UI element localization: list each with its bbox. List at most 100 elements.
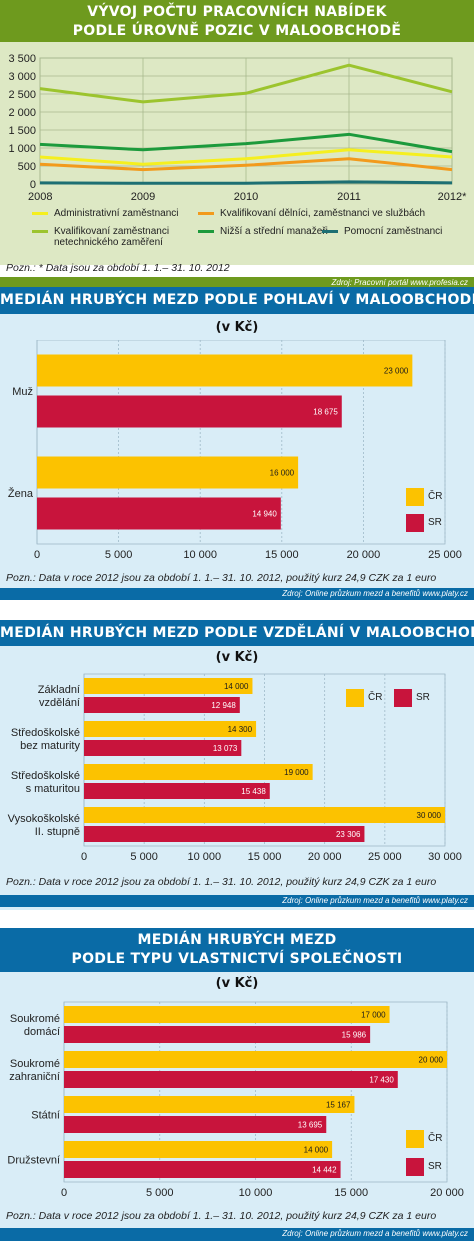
category-label: bez maturity	[20, 740, 80, 752]
job-offers-panel	[0, 0, 474, 265]
bar-value-label: 20 000	[419, 1056, 444, 1065]
bar-value-label: 23 306	[336, 830, 361, 839]
education-bar-chart: 0 5 000 10 000 15 000 20 000 25 000 30 000 14 0…	[8, 673, 462, 863]
bar-value-label: 18 675	[313, 408, 338, 417]
gender-source: Zdroj: Online průzkum mezd a benefitů ww…	[0, 588, 474, 600]
bar-sr	[37, 497, 281, 530]
ownership-note: Pozn.: Data v roce 2012 jsou za období 1…	[6, 1210, 437, 1222]
bar-cr	[37, 456, 299, 489]
bar-value-label: 15 986	[342, 1031, 367, 1040]
x-tick-label: 30 000	[428, 851, 462, 863]
job-offers-source: Zdroj: Pracovní portál www.profesia.cz	[0, 277, 474, 289]
y-tick-label: 1 500	[8, 125, 36, 137]
ownership-legend-sr-label: SR	[428, 1161, 442, 1172]
y-tick-label: 3 500	[8, 53, 36, 65]
x-tick-label: 25 000	[368, 851, 402, 863]
gender-legend-sr-swatch	[406, 514, 424, 532]
bar-value-label: 14 300	[228, 725, 253, 734]
category-label: vzdělání	[39, 697, 80, 709]
ownership-source: Zdroj: Online průzkum mezd a benefitů ww…	[0, 1228, 474, 1241]
education-title: MEDIÁN HRUBÝCH MEZD PODLE VZDĚLÁNÍ V MAL…	[0, 620, 474, 646]
bar-value-label: 14 000	[304, 1146, 329, 1155]
ownership-title-line1: MEDIÁN HRUBÝCH MEZD	[137, 932, 337, 948]
bar-value-label: 13 695	[298, 1121, 323, 1130]
x-tick-label: 5 000	[105, 549, 133, 561]
y-tick-label: 3 000	[8, 71, 36, 83]
bar-sr	[84, 740, 242, 756]
x-tick-label: 15 000	[265, 549, 299, 561]
series-line-qualified	[39, 157, 453, 172]
education-note: Pozn.: Data v roce 2012 jsou za období 1…	[6, 876, 437, 888]
category-label: Družstevní	[7, 1155, 60, 1167]
gender-bar-chart: 0 5 000 10 000 15 000 20 000 25 000 23 000 18 6…	[8, 340, 462, 561]
category-label: Muž	[12, 386, 33, 398]
legend-swatch-managers	[198, 230, 214, 233]
education-legend-sr-swatch	[394, 689, 412, 707]
ownership-title-line2: PODLE TYPU VLASTNICTVÍ SPOLEČNOSTI	[71, 951, 403, 967]
gender-panel	[0, 287, 474, 600]
category-label: Státní	[31, 1110, 60, 1122]
gender-legend-sr-label: SR	[428, 517, 442, 528]
category-label: Žena	[8, 487, 34, 500]
ownership-bar-chart: 0 5 000 10 000 15 000 20 000 17 000 15 986 Souk…	[7, 1001, 464, 1199]
y-tick-label: 2 500	[8, 89, 36, 101]
education-legend-sr-label: SR	[416, 692, 430, 703]
x-tick-label: 0	[81, 851, 87, 863]
series-line-technical	[39, 63, 453, 104]
category-label: domácí	[24, 1026, 60, 1038]
bar-value-label: 17 000	[361, 1011, 386, 1020]
bar-value-label: 16 000	[270, 469, 295, 478]
bar-sr	[84, 697, 240, 713]
ownership-unit: (v Kč)	[215, 976, 259, 991]
bar-sr	[84, 826, 365, 842]
gender-title: MEDIÁN HRUBÝCH MEZD PODLE POHLAVÍ V MALO…	[0, 287, 474, 314]
x-tick-label: 2010	[234, 191, 258, 203]
y-tick-label: 0	[30, 179, 36, 191]
category-label: Soukromé	[10, 1013, 60, 1025]
legend-label-auxiliary: Pomocní zaměstnanci	[344, 226, 443, 237]
gender-title-text: MEDIÁN HRUBÝCH MEZD PODLE POHLAVÍ V MALO…	[0, 292, 474, 308]
bar-sr	[64, 1026, 371, 1043]
x-tick-label: 5 000	[130, 851, 158, 863]
legend-swatch-technical	[32, 230, 48, 233]
x-tick-label: 20 000	[308, 851, 342, 863]
x-tick-label: 2011	[337, 191, 361, 203]
y-tick-label: 1 000	[8, 143, 36, 155]
bar-value-label: 14 940	[252, 510, 277, 519]
bar-sr	[37, 395, 342, 428]
category-label: II. stupně	[35, 826, 80, 838]
ownership-title: MEDIÁN HRUBÝCH MEZD PODLE TYPU VLASTNICT…	[0, 928, 474, 972]
job-offers-title-line1: VÝVOJ POČTU PRACOVNÍCH NABÍDEK	[87, 4, 387, 20]
category-label: Středoškolské	[11, 770, 80, 782]
bar-cr	[84, 721, 257, 737]
series-line-admin	[39, 148, 453, 166]
x-tick-label: 20 000	[347, 549, 381, 561]
x-tick-label: 25 000	[428, 549, 462, 561]
y-tick-label: 500	[18, 161, 36, 173]
series-line-auxiliary	[39, 180, 453, 185]
category-label: zahraniční	[9, 1071, 60, 1083]
x-tick-label: 10 000	[183, 549, 217, 561]
legend-label-technical: Kvalifikovaní zaměstnanci netechnického …	[54, 226, 170, 248]
ownership-legend-sr-swatch	[406, 1158, 424, 1176]
x-tick-label: 0	[34, 549, 40, 561]
category-label: Soukromé	[10, 1058, 60, 1070]
ownership-legend-cr-label: ČR	[428, 1133, 443, 1144]
bar-cr	[64, 1141, 333, 1158]
x-tick-label: 0	[61, 1187, 67, 1199]
bar-sr	[64, 1071, 398, 1088]
y-tick-label: 2 000	[8, 107, 36, 119]
bar-value-label: 19 000	[284, 768, 309, 777]
education-legend-cr-swatch	[346, 689, 364, 707]
x-tick-label: 15 000	[334, 1187, 368, 1199]
bar-cr	[84, 764, 313, 780]
x-tick-label: 10 000	[188, 851, 222, 863]
bar-cr	[37, 354, 413, 387]
bar-value-label: 12 948	[211, 701, 236, 710]
x-tick-label: 15 000	[248, 851, 282, 863]
bar-sr	[84, 783, 270, 799]
bar-value-label: 14 000	[224, 682, 249, 691]
bar-value-label: 30 000	[417, 811, 442, 820]
bar-value-label: 15 167	[326, 1101, 351, 1110]
legend-label-qualified: Kvalifikovaní dělníci, zaměstnanci ve sl…	[220, 208, 426, 219]
